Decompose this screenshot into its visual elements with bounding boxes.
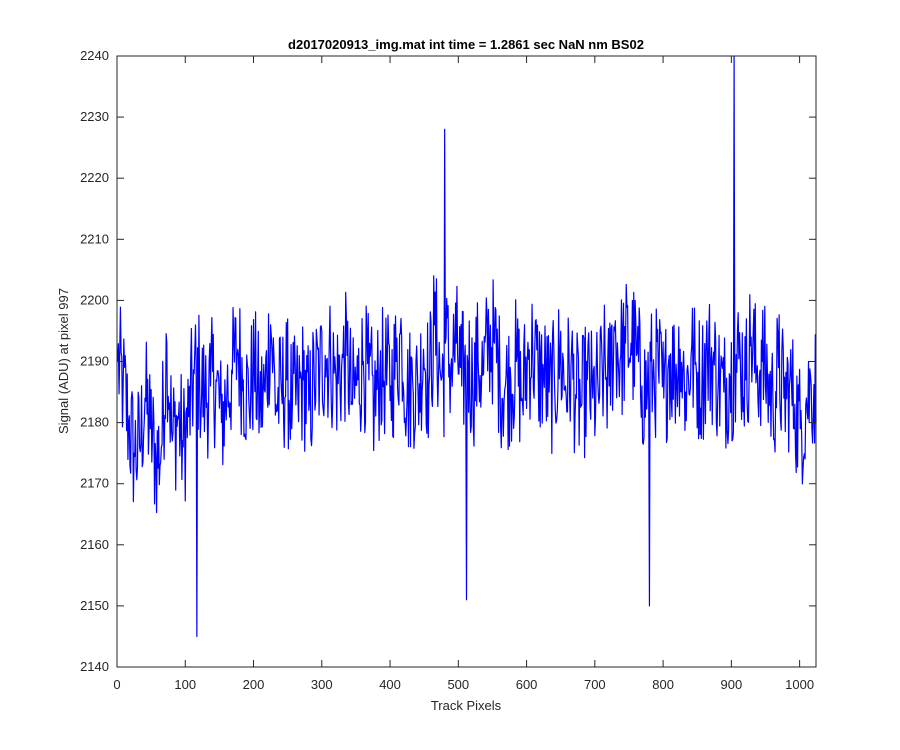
y-tick-label: 2140 — [80, 659, 109, 674]
y-tick-label: 2210 — [80, 231, 109, 246]
y-tick-label: 2160 — [80, 537, 109, 552]
x-tick-label: 200 — [243, 677, 265, 692]
x-tick-label: 800 — [652, 677, 674, 692]
y-tick-label: 2230 — [80, 109, 109, 124]
x-axis: 0 100 200 300 400 500 600 700 800 900 1000 — [113, 56, 814, 692]
x-tick-label: 300 — [311, 677, 333, 692]
x-tick-label: 100 — [174, 677, 196, 692]
y-tick-label: 2240 — [80, 48, 109, 63]
y-tick-label: 2220 — [80, 170, 109, 185]
y-axis-label: Signal (ADU) at pixel 997 — [56, 288, 71, 434]
y-tick-label: 2200 — [80, 292, 109, 307]
y-tick-label: 2170 — [80, 476, 109, 491]
series-line — [117, 55, 817, 638]
x-tick-label: 1000 — [785, 677, 814, 692]
y-axis: 2140 2150 2160 2170 2180 2190 2200 2210 2220 2230… — [80, 48, 816, 674]
y-tick-label: 2150 — [80, 598, 109, 613]
x-tick-label: 700 — [584, 677, 606, 692]
x-axis-label: Track Pixels — [431, 698, 502, 713]
x-tick-label: 0 — [113, 677, 120, 692]
y-tick-label: 2180 — [80, 415, 109, 430]
x-tick-label: 600 — [516, 677, 538, 692]
x-tick-label: 500 — [447, 677, 469, 692]
x-tick-label: 400 — [379, 677, 401, 692]
series-layer — [117, 55, 817, 638]
x-tick-label: 900 — [721, 677, 743, 692]
y-tick-label: 2190 — [80, 354, 109, 369]
chart-title: d2017020913_img.mat int time = 1.2861 se… — [288, 37, 644, 52]
